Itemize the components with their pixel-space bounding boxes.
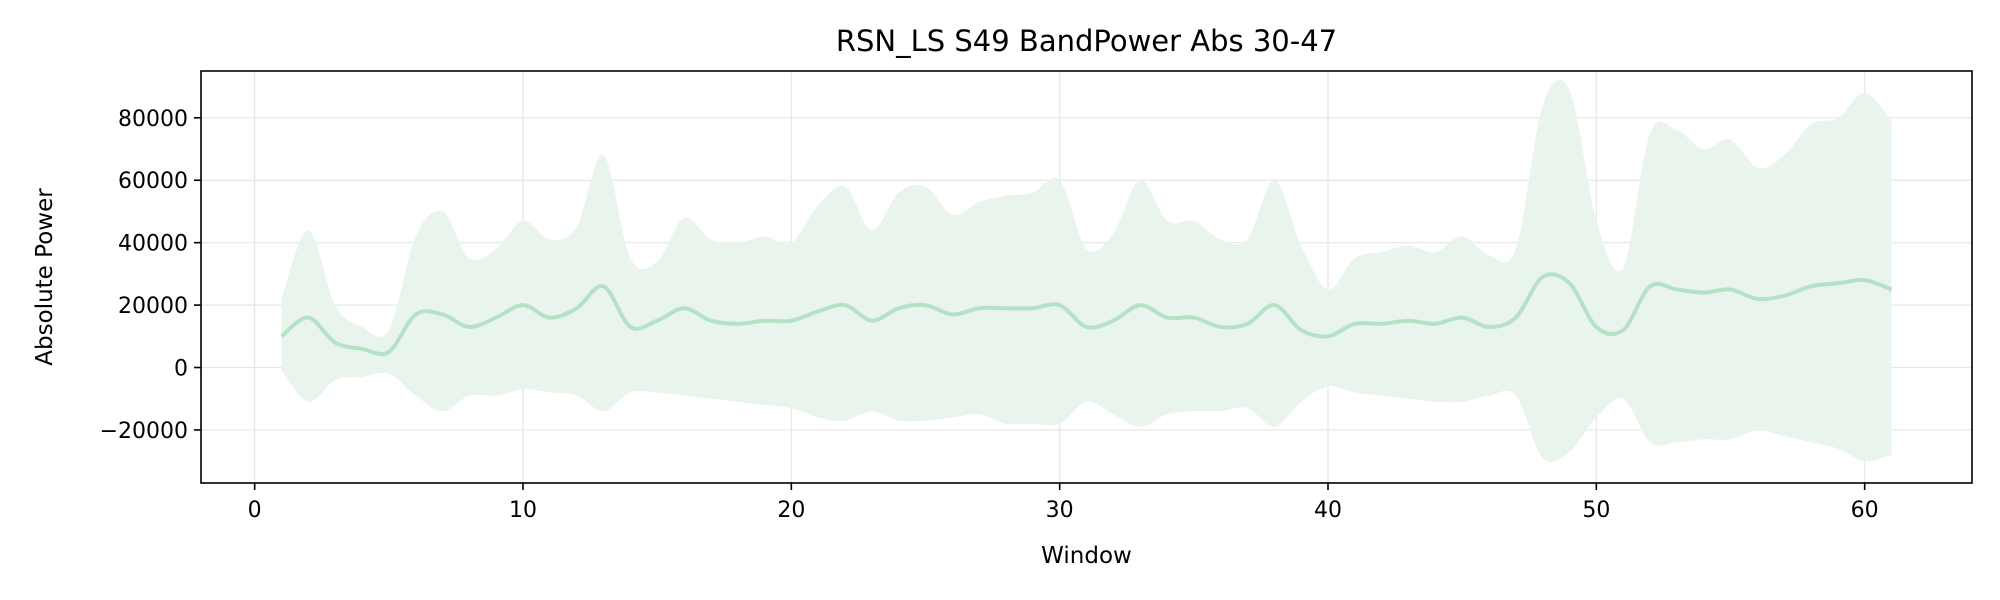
chart-title: RSN_LS S49 BandPower Abs 30-47: [836, 24, 1337, 58]
y-tick-label: 0: [174, 357, 188, 382]
y-tick-label: 40000: [118, 232, 188, 257]
x-tick-label: 10: [509, 498, 537, 523]
x-tick-label: 20: [777, 498, 805, 523]
y-tick-label: 20000: [118, 294, 188, 319]
x-axis-label: Window: [1041, 543, 1132, 569]
x-tick-label: 40: [1314, 498, 1342, 523]
mean-series-line: [280, 272, 1893, 357]
x-tick-label: 60: [1851, 498, 1879, 523]
y-tick-label: −20000: [100, 419, 188, 444]
x-tick-label: 30: [1046, 498, 1074, 523]
y-axis: −20000 0 20000 40000 60000 80000: [100, 107, 201, 444]
x-tick-label: 50: [1582, 498, 1610, 523]
std-band-area: [281, 79, 1892, 463]
y-tick-label: 80000: [118, 107, 188, 132]
x-axis: 0 10 20 30 40 50 60: [248, 483, 1879, 523]
y-axis-label: Absolute Power: [32, 188, 58, 366]
plot-frame: [200, 70, 1973, 484]
x-tick-label: 0: [248, 498, 262, 523]
y-tick-label: 60000: [118, 169, 188, 194]
